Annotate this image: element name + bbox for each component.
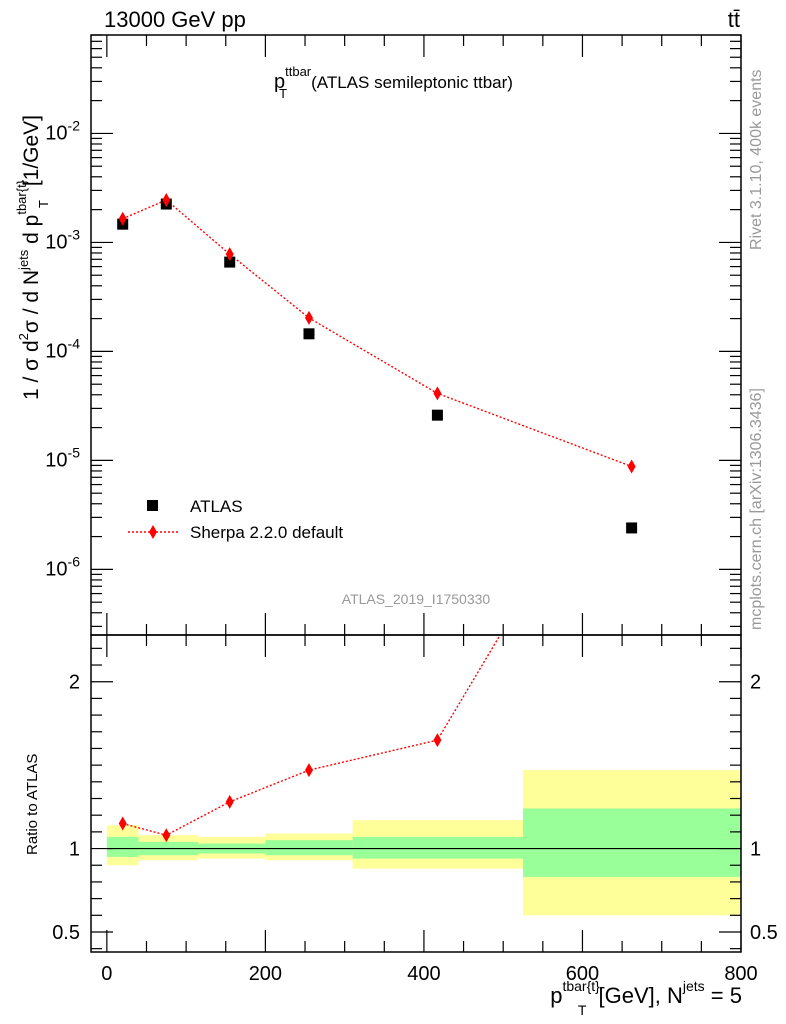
energy-label: 13000 GeV pp (104, 7, 246, 32)
process-label: tt̄ (728, 7, 740, 32)
sherpa-point (433, 386, 442, 401)
legend: ATLAS Sherpa 2.2.0 default (128, 497, 343, 542)
stat-uncertainty-band (352, 836, 524, 859)
ratio-series (118, 408, 636, 843)
plot-title: pttbar T (ATLAS semileptonic ttbar) (274, 64, 513, 101)
main-y-tick-label: 10-5 (45, 444, 80, 471)
title-sub: T (279, 86, 287, 101)
ratio-point (628, 408, 636, 422)
stat-uncertainty-band (265, 840, 353, 856)
sherpa-line (122, 199, 632, 468)
ratio-y-axis-label: Ratio to ATLAS (24, 754, 41, 855)
x-axis-label: ptbar{t} T [GeV], Njets = 5 (550, 978, 742, 1018)
ratio-y-tick-label: 0.5 (52, 922, 80, 944)
x-tick-label: 600 (566, 963, 599, 985)
main-y-tick-label: 10-6 (45, 553, 80, 580)
sherpa-point (225, 247, 234, 262)
legend-marker-sherpa (149, 525, 157, 539)
title-main: p (274, 71, 285, 93)
x-tick-label: 800 (724, 963, 757, 985)
x-tick-label: 400 (407, 963, 440, 985)
ratio-point (118, 816, 127, 831)
analysis-label: ATLAS_2019_I1750330 (342, 591, 491, 607)
stat-uncertainty-band (523, 808, 741, 877)
ratio-point (433, 733, 442, 748)
main-y-tick-label: 10-4 (45, 335, 80, 362)
sherpa-point (627, 459, 636, 474)
main-y-tick-label: 10-2 (45, 117, 80, 144)
ratio-y-tick-label-right: 1 (750, 839, 761, 861)
sherpa-point (162, 193, 171, 208)
legend-label-sherpa: Sherpa 2.2.0 default (190, 523, 343, 542)
main-plot-panel: pttbar T (ATLAS semileptonic ttbar) ATLAS_… (14, 34, 742, 636)
main-y-axis-label: 1 / σ d2σ / d Njets d ptbar{t} T [1/GeV] (14, 115, 51, 400)
ratio-plot-panel: 0 200 400 600 800 0.5 0.5 1 1 2 2 Ratio to ATLAS p… (24, 408, 778, 1018)
main-y-tick-label: 10-3 (45, 226, 80, 253)
mcplots-label: mcplots.cern.ch [arXiv:1306.3436] (748, 388, 765, 630)
ratio-point (225, 794, 234, 809)
x-tick-label: 200 (249, 963, 282, 985)
ratio-point (304, 763, 313, 778)
legend-marker-atlas (147, 500, 158, 511)
title-sup: ttbar (285, 64, 312, 79)
title-rest: (ATLAS semileptonic ttbar) (311, 73, 513, 92)
main-plot-frame (90, 34, 742, 636)
ratio-y-tick-label: 2 (69, 672, 80, 694)
atlas-point (431, 409, 443, 421)
ratio-y-tick-label-right: 0.5 (750, 922, 778, 944)
ratio-y-tick-label: 1 (69, 839, 80, 861)
atlas-point (626, 522, 638, 534)
ratio-point (162, 828, 171, 843)
x-tick-label: 0 (101, 963, 112, 985)
ratio-y-tick-label-right: 2 (750, 672, 761, 694)
sherpa-point (304, 310, 313, 325)
rivet-label: Rivet 3.1.10, 400k events (748, 69, 765, 250)
sherpa-point (118, 211, 127, 226)
ratio-line (122, 635, 501, 836)
stat-uncertainty-band (106, 836, 139, 857)
atlas-point (303, 328, 315, 340)
ratio-plot-frame (90, 634, 742, 953)
legend-label-atlas: ATLAS (190, 497, 243, 516)
atlas-point (224, 256, 236, 268)
